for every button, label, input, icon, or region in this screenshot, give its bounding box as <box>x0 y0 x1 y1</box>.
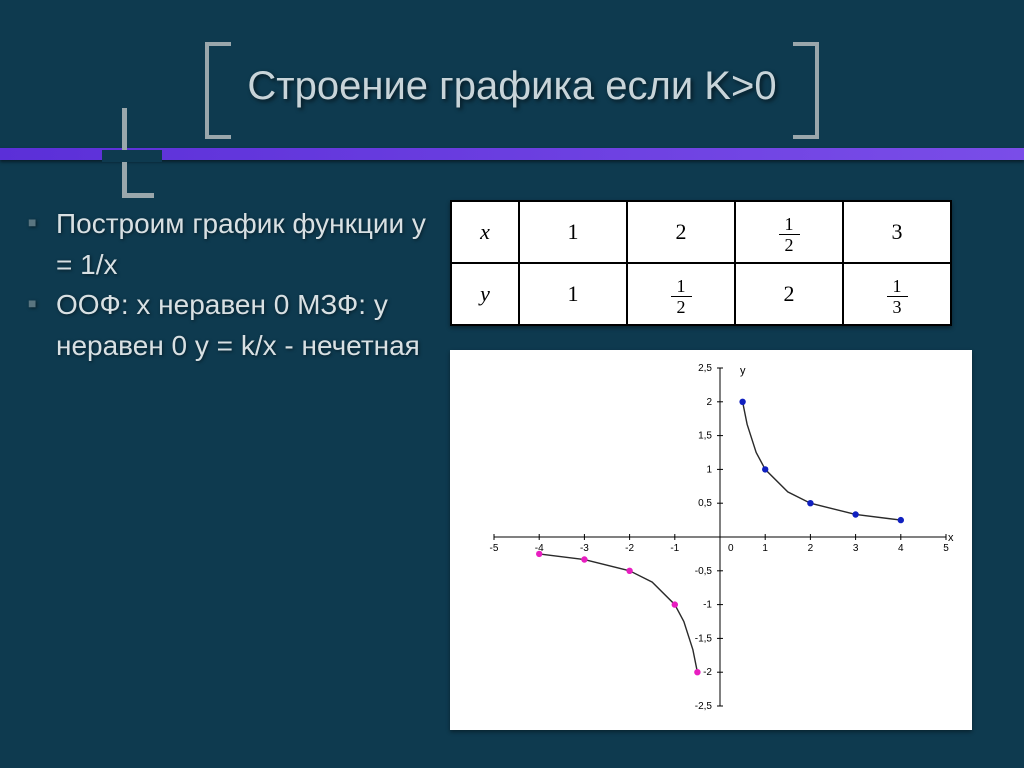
table-cell: 2 <box>735 263 843 325</box>
slide-body: Построим график функции y = 1/x ООФ: х н… <box>20 200 1004 748</box>
slide-title-wrap: Строение графика если K>0 <box>0 56 1024 117</box>
title-tab-icon <box>122 108 127 198</box>
table-cell: 1 <box>519 263 627 325</box>
svg-text:-2: -2 <box>703 667 712 678</box>
svg-text:x: x <box>948 532 954 544</box>
svg-text:5: 5 <box>943 543 949 554</box>
svg-text:-3: -3 <box>580 543 589 554</box>
svg-text:1: 1 <box>762 543 768 554</box>
svg-text:0,5: 0,5 <box>698 498 712 509</box>
svg-text:-1,5: -1,5 <box>695 633 713 644</box>
svg-text:1,5: 1,5 <box>698 431 712 442</box>
svg-text:-0,5: -0,5 <box>695 566 713 577</box>
bullet-list: Построим график функции y = 1/x ООФ: х н… <box>20 200 450 748</box>
svg-text:-1: -1 <box>670 543 679 554</box>
list-item: ООФ: х неравен 0 МЗФ: y неравен 0 y = k/… <box>20 285 450 366</box>
value-table: x 1 2 12 3 y 1 12 2 13 <box>450 200 952 326</box>
svg-text:-5: -5 <box>490 543 499 554</box>
table-cell: 12 <box>627 263 735 325</box>
svg-text:4: 4 <box>898 543 904 554</box>
table-cell: 3 <box>843 201 951 263</box>
table-row: y 1 12 2 13 <box>451 263 951 325</box>
svg-text:y: y <box>740 365 746 377</box>
slide-title-text: Строение графика если K>0 <box>247 64 776 108</box>
svg-text:2,5: 2,5 <box>698 363 712 374</box>
svg-text:2: 2 <box>808 543 814 554</box>
table-cell: 1 <box>519 201 627 263</box>
svg-text:0: 0 <box>728 543 734 554</box>
right-column: x 1 2 12 3 y 1 12 2 13 -5-4-3-2-1012345-… <box>450 200 1004 748</box>
table-cell: y <box>451 263 519 325</box>
function-chart: -5-4-3-2-1012345-2,5-2-1,5-1-0,50,511,52… <box>450 350 972 730</box>
table-cell: 13 <box>843 263 951 325</box>
list-item: Построим график функции y = 1/x <box>20 204 450 285</box>
table-row: x 1 2 12 3 <box>451 201 951 263</box>
table-cell: x <box>451 201 519 263</box>
bracket-right-icon <box>793 42 819 139</box>
svg-text:-2,5: -2,5 <box>695 701 713 712</box>
svg-text:3: 3 <box>853 543 859 554</box>
table-cell: 2 <box>627 201 735 263</box>
svg-text:-2: -2 <box>625 543 634 554</box>
svg-text:2: 2 <box>706 397 712 408</box>
table-cell: 12 <box>735 201 843 263</box>
svg-text:1: 1 <box>706 464 712 475</box>
slide-title: Строение графика если K>0 <box>217 56 806 117</box>
svg-text:-1: -1 <box>703 600 712 611</box>
bracket-left-icon <box>205 42 231 139</box>
chart-svg: -5-4-3-2-1012345-2,5-2-1,5-1-0,50,511,52… <box>450 350 972 730</box>
